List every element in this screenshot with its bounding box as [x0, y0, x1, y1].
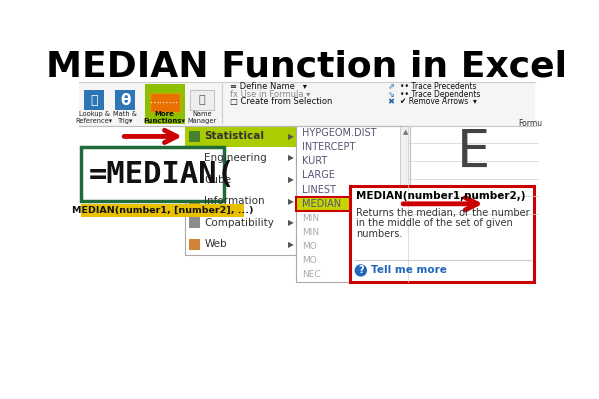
FancyBboxPatch shape — [189, 196, 199, 207]
Text: Math &
Trig▾: Math & Trig▾ — [113, 111, 137, 124]
Text: ▶: ▶ — [288, 132, 294, 141]
Text: MEDIAN: MEDIAN — [302, 199, 341, 209]
Text: ✖: ✖ — [388, 97, 395, 106]
Text: MEDIAN(number1,number2,): MEDIAN(number1,number2,) — [356, 192, 526, 201]
FancyBboxPatch shape — [81, 147, 225, 201]
Text: ≡ Define Name   ▾: ≡ Define Name ▾ — [230, 82, 307, 91]
FancyBboxPatch shape — [78, 82, 536, 126]
Text: numbers.: numbers. — [356, 229, 403, 239]
Circle shape — [355, 264, 367, 277]
FancyBboxPatch shape — [189, 239, 199, 250]
FancyBboxPatch shape — [189, 217, 199, 228]
Text: Tell me more: Tell me more — [371, 265, 447, 275]
Text: ⋯⋯⋯: ⋯⋯⋯ — [150, 97, 179, 108]
Text: Returns the median, or the number: Returns the median, or the number — [356, 207, 530, 218]
Text: fx Use in Formula ▾: fx Use in Formula ▾ — [230, 90, 310, 99]
Text: Statistical: Statistical — [204, 131, 264, 141]
Text: LARGE: LARGE — [302, 170, 335, 180]
FancyBboxPatch shape — [296, 197, 400, 211]
Text: KURT: KURT — [302, 156, 327, 166]
Text: Information: Information — [204, 196, 265, 206]
Text: HYPGEOM.DIST: HYPGEOM.DIST — [302, 128, 376, 138]
Text: 📋: 📋 — [199, 95, 205, 105]
Text: MIN: MIN — [302, 228, 319, 237]
Text: ▶: ▶ — [288, 218, 294, 227]
Text: 🔍: 🔍 — [90, 94, 98, 107]
Text: θ: θ — [120, 93, 131, 108]
FancyBboxPatch shape — [189, 174, 199, 185]
Text: •• Trace Precedents: •• Trace Precedents — [400, 82, 477, 91]
FancyBboxPatch shape — [190, 90, 214, 110]
Text: E: E — [458, 126, 491, 179]
Text: MEDIAN Function in Excel: MEDIAN Function in Excel — [46, 49, 567, 83]
Text: ▶: ▶ — [288, 175, 294, 184]
Text: □ Create from Selection: □ Create from Selection — [230, 97, 332, 106]
FancyBboxPatch shape — [185, 126, 296, 255]
Text: ⇘: ⇘ — [388, 90, 395, 99]
Text: ▶: ▶ — [288, 154, 294, 162]
Text: INTERCEPT: INTERCEPT — [302, 142, 355, 152]
FancyBboxPatch shape — [189, 152, 199, 163]
Text: in the middle of the set of given: in the middle of the set of given — [356, 218, 513, 229]
FancyBboxPatch shape — [189, 131, 199, 142]
Text: ✔ Remove Arrows  ▾: ✔ Remove Arrows ▾ — [400, 97, 477, 106]
FancyBboxPatch shape — [400, 126, 410, 282]
Text: NEC: NEC — [302, 271, 320, 279]
Text: ⇗: ⇗ — [388, 82, 395, 91]
FancyBboxPatch shape — [150, 93, 180, 112]
Text: MO: MO — [302, 242, 317, 251]
Text: ?: ? — [358, 265, 364, 275]
Text: ▲: ▲ — [403, 129, 408, 135]
Text: Compatibility: Compatibility — [204, 218, 274, 228]
Text: MEDIAN(number1, [number2], ...): MEDIAN(number1, [number2], ...) — [72, 206, 253, 215]
FancyBboxPatch shape — [350, 186, 534, 282]
FancyBboxPatch shape — [185, 126, 296, 147]
Text: More
Functions▾: More Functions▾ — [144, 111, 186, 124]
Text: Cube: Cube — [204, 174, 231, 185]
Text: Formu: Formu — [518, 119, 542, 128]
FancyBboxPatch shape — [144, 84, 185, 124]
Text: Lookup &
Reference▾: Lookup & Reference▾ — [75, 111, 113, 124]
Text: ▶: ▶ — [288, 240, 294, 249]
FancyBboxPatch shape — [84, 90, 104, 110]
Text: Name
Manager: Name Manager — [187, 111, 217, 124]
FancyBboxPatch shape — [81, 204, 244, 217]
FancyBboxPatch shape — [115, 90, 135, 110]
FancyBboxPatch shape — [296, 126, 410, 282]
Text: ▶: ▶ — [288, 197, 294, 205]
Text: MO: MO — [302, 256, 317, 265]
Text: LINEST: LINEST — [302, 185, 336, 195]
Text: =MEDIAN(: =MEDIAN( — [89, 160, 236, 189]
Text: MIN: MIN — [302, 213, 319, 223]
Text: •• Trace Dependents: •• Trace Dependents — [400, 90, 481, 99]
Text: Web: Web — [204, 239, 227, 249]
Text: Engineering: Engineering — [204, 153, 267, 163]
